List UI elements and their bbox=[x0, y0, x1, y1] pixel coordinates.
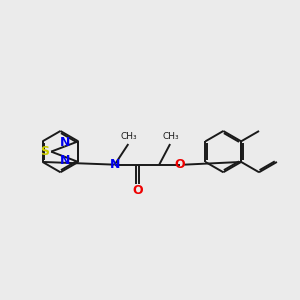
Text: N: N bbox=[110, 158, 120, 171]
Text: N: N bbox=[60, 136, 70, 149]
Text: S: S bbox=[40, 145, 50, 158]
Text: CH₃: CH₃ bbox=[121, 132, 137, 141]
Text: CH₃: CH₃ bbox=[162, 132, 179, 141]
Text: N: N bbox=[60, 154, 70, 167]
Text: O: O bbox=[132, 184, 143, 197]
Text: O: O bbox=[175, 158, 185, 171]
